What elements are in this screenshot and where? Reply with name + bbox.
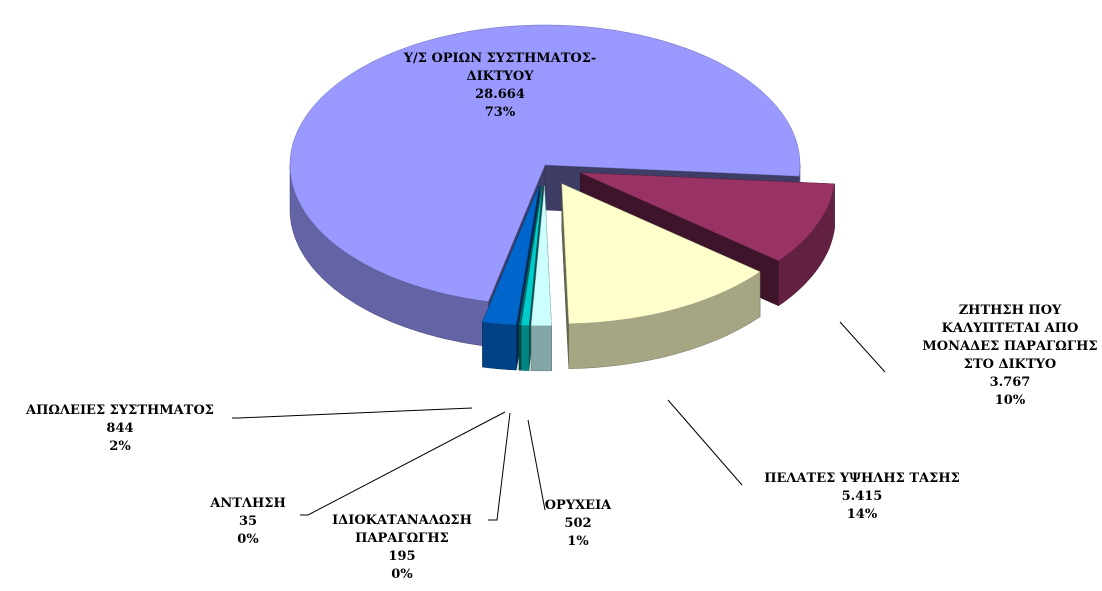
leader-line: [527, 419, 546, 511]
slice: [520, 185, 543, 326]
slice-label: Υ/Σ ΟΡΙΩΝ ΣΥΣΤΗΜΑΤΟΣ-ΔΙΚΤΥΟΥ 28.664 73%: [403, 51, 597, 120]
slice: [580, 172, 835, 262]
leader-line: [667, 399, 743, 486]
slice: [289, 24, 801, 302]
slice-label: ΙΔΙΟΚΑΤΑΝΑΛΩΣΗ ΠΑΡΑΓΩΓΗΣ 195 0%: [332, 513, 472, 582]
slice-label: ΖΗΤΗΣΗ ΠΟΥ ΚΑΛΥΠΤΕΤΑΙ ΑΠΟ ΜΟΝΑΔΕΣ ΠΑΡΑΓΩ…: [922, 303, 1098, 408]
leader-line: [300, 411, 506, 516]
slice-side: [520, 325, 530, 371]
slice-side: [482, 321, 517, 371]
leader-line: [488, 412, 511, 521]
slice-label: ΠΕΛΑΤΕΣ ΥΨΗΛΗΣ ΤΑΣΗΣ 5.415 14%: [764, 471, 960, 522]
slice-label: ΑΝΤΛΗΣΗ 35 0%: [210, 496, 286, 547]
leader-line: [232, 407, 473, 419]
slice: [518, 185, 542, 326]
leader-line: [839, 321, 886, 373]
slice-label: ΟΡΥΧΕΙΑ 502 1%: [544, 498, 612, 549]
slice-label: ΑΠΩΛΕΙΕΣ ΣΥΣΤΗΜΑΤΟΣ 844 2%: [26, 403, 214, 454]
slice: [530, 185, 552, 327]
slice-side: [530, 325, 552, 372]
leader-lines: [232, 321, 886, 521]
slice-side: [518, 324, 521, 371]
slice: [561, 183, 761, 324]
slice: [482, 185, 540, 326]
